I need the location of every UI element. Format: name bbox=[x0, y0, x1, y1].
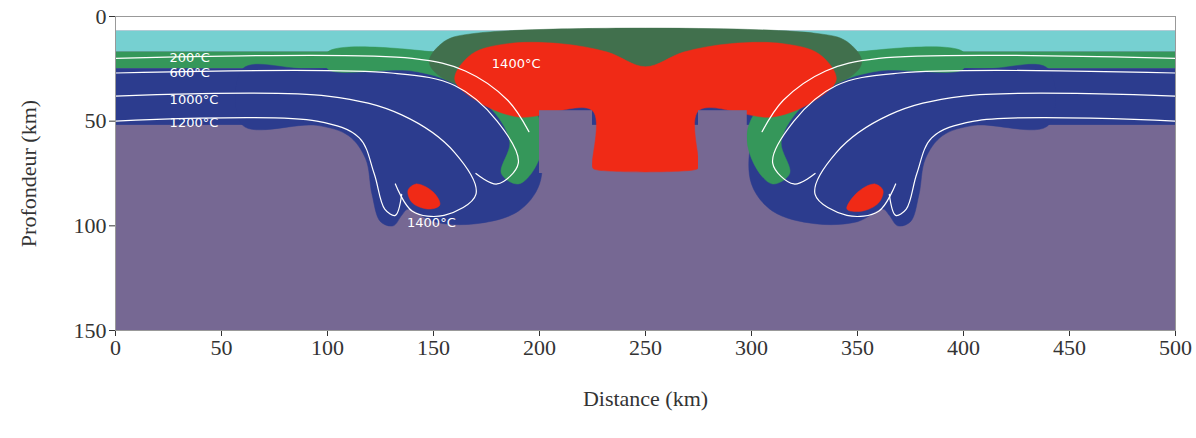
svg-text:1400°C: 1400°C bbox=[407, 215, 456, 230]
svg-text:400: 400 bbox=[947, 335, 980, 360]
svg-text:150: 150 bbox=[74, 318, 107, 343]
svg-text:1000°C: 1000°C bbox=[170, 92, 219, 107]
svg-text:1400°C: 1400°C bbox=[492, 56, 541, 71]
svg-text:50: 50 bbox=[211, 335, 233, 360]
svg-text:150: 150 bbox=[417, 335, 450, 360]
svg-text:300: 300 bbox=[735, 335, 768, 360]
svg-text:500: 500 bbox=[1159, 335, 1192, 360]
svg-text:200°C: 200°C bbox=[170, 50, 210, 65]
svg-text:100: 100 bbox=[74, 213, 107, 238]
svg-text:100: 100 bbox=[311, 335, 344, 360]
svg-text:1200°C: 1200°C bbox=[170, 115, 219, 130]
svg-text:350: 350 bbox=[841, 335, 874, 360]
svg-text:50: 50 bbox=[85, 108, 107, 133]
svg-text:0: 0 bbox=[110, 335, 121, 360]
svg-text:200: 200 bbox=[523, 335, 556, 360]
svg-text:Distance (km): Distance (km) bbox=[583, 386, 708, 411]
svg-text:0: 0 bbox=[96, 4, 107, 29]
svg-text:450: 450 bbox=[1053, 335, 1086, 360]
svg-text:Profondeur (km): Profondeur (km) bbox=[16, 100, 41, 247]
svg-text:600°C: 600°C bbox=[170, 65, 210, 80]
svg-text:250: 250 bbox=[629, 335, 662, 360]
